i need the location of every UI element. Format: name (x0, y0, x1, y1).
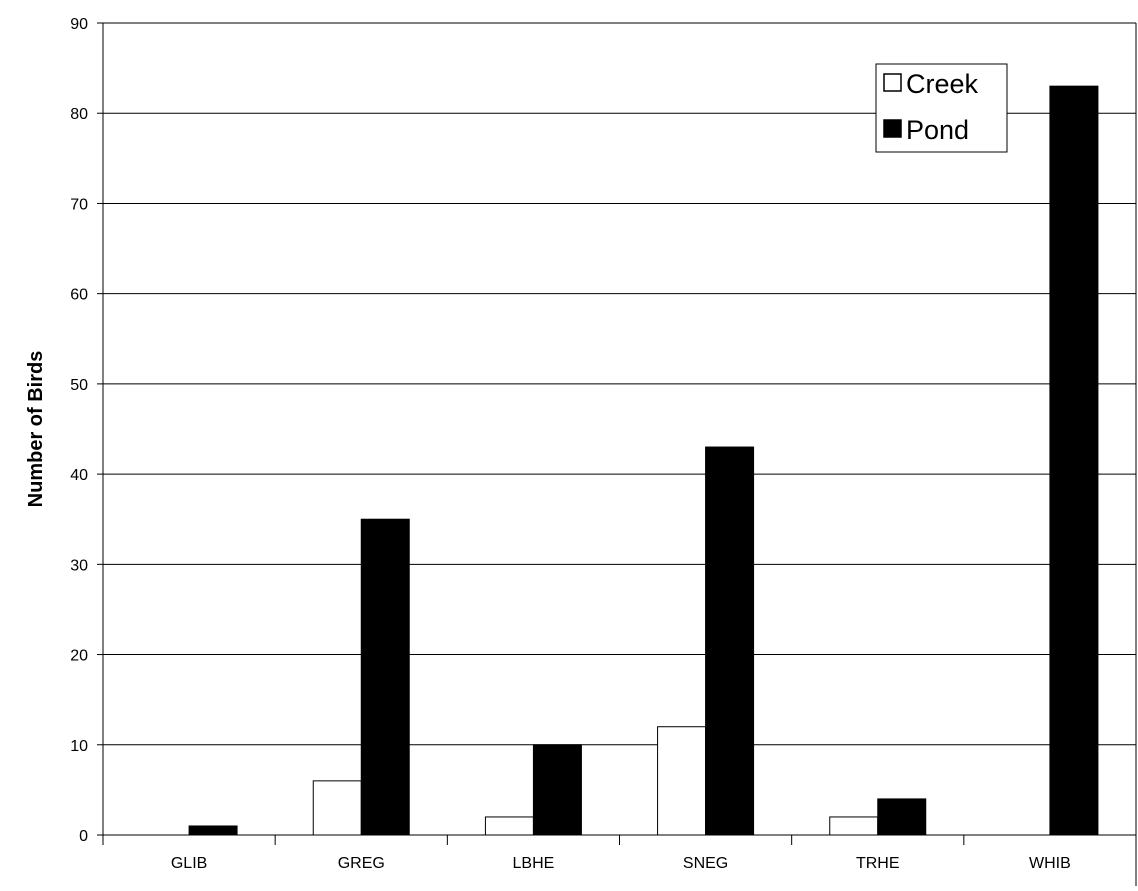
y-tick-label: 90 (70, 16, 88, 33)
y-axis-title: Number of Birds (25, 351, 47, 508)
y-tick-label: 40 (70, 467, 88, 484)
x-tick-label: TRHE (856, 855, 900, 872)
bar-pond-sneg (705, 446, 755, 836)
x-tick-label: GLIB (171, 855, 207, 872)
bar-pond-trhe (877, 798, 927, 836)
y-tick-label: 0 (79, 828, 88, 845)
bar-creek-greg (312, 780, 362, 836)
legend-swatch-pond (883, 119, 902, 138)
bar-pond-whib (1049, 85, 1099, 836)
y-tick-label: 60 (70, 287, 88, 304)
legend: Creek Pond (875, 63, 1008, 153)
y-ticks: 0 10 20 30 40 50 60 70 80 90 (70, 16, 103, 845)
legend-label-pond: Pond (906, 115, 969, 145)
y-tick-label: 30 (70, 557, 88, 574)
bar-pond-greg (360, 518, 410, 836)
bars (188, 85, 1099, 836)
x-tick-label: GREG (338, 855, 385, 872)
bar-creek-sneg (657, 726, 707, 836)
bar-creek-trhe (829, 816, 879, 836)
y-tick-label: 80 (70, 106, 88, 123)
y-tick-label: 20 (70, 648, 88, 665)
plot-area (103, 23, 1136, 835)
y-tick-label: 70 (70, 196, 88, 213)
bar-pond-glib (188, 825, 238, 836)
bar-pond-lbhe (532, 744, 582, 836)
x-tick-label: SNEG (683, 855, 728, 872)
legend-swatch-creek (883, 73, 902, 92)
legend-label-creek: Creek (906, 69, 979, 99)
bar-creek-lbhe (484, 816, 534, 836)
legend-items: Creek Pond (883, 69, 979, 145)
x-tick-label: WHIB (1029, 855, 1071, 872)
x-tick-label: LBHE (513, 855, 555, 872)
x-ticks: GLIB GREG LBHE SNEG TRHE WHIB (102, 835, 1137, 872)
gridlines (103, 22, 1136, 746)
y-tick-label: 50 (70, 377, 88, 394)
y-tick-label: 10 (70, 738, 88, 755)
